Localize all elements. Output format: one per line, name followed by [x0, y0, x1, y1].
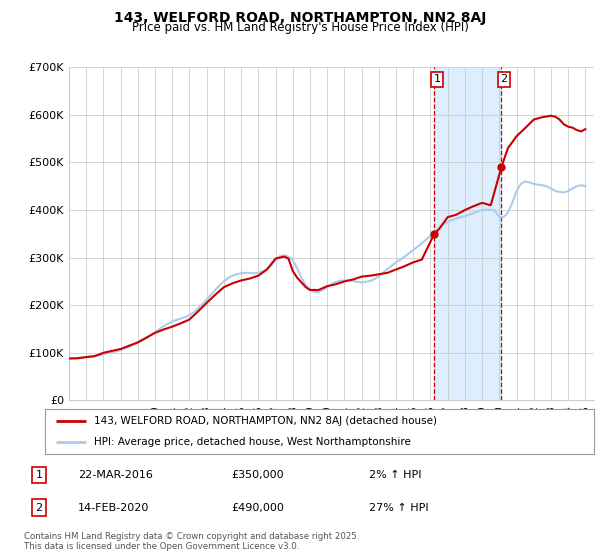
- Text: Contains HM Land Registry data © Crown copyright and database right 2025.
This d: Contains HM Land Registry data © Crown c…: [24, 532, 359, 552]
- Text: 143, WELFORD ROAD, NORTHAMPTON, NN2 8AJ (detached house): 143, WELFORD ROAD, NORTHAMPTON, NN2 8AJ …: [94, 416, 437, 426]
- Text: 2: 2: [500, 74, 508, 85]
- Text: 27% ↑ HPI: 27% ↑ HPI: [369, 502, 429, 512]
- Text: £490,000: £490,000: [231, 502, 284, 512]
- Text: 22-MAR-2016: 22-MAR-2016: [78, 470, 153, 480]
- Text: £350,000: £350,000: [231, 470, 284, 480]
- Text: 2: 2: [35, 502, 43, 512]
- Text: 1: 1: [35, 470, 43, 480]
- Text: 2% ↑ HPI: 2% ↑ HPI: [369, 470, 422, 480]
- Text: 143, WELFORD ROAD, NORTHAMPTON, NN2 8AJ: 143, WELFORD ROAD, NORTHAMPTON, NN2 8AJ: [114, 11, 486, 25]
- Text: HPI: Average price, detached house, West Northamptonshire: HPI: Average price, detached house, West…: [94, 436, 411, 446]
- Bar: [434, 67, 502, 400]
- Text: 1: 1: [433, 74, 440, 85]
- Text: 14-FEB-2020: 14-FEB-2020: [78, 502, 149, 512]
- Text: Price paid vs. HM Land Registry's House Price Index (HPI): Price paid vs. HM Land Registry's House …: [131, 21, 469, 34]
